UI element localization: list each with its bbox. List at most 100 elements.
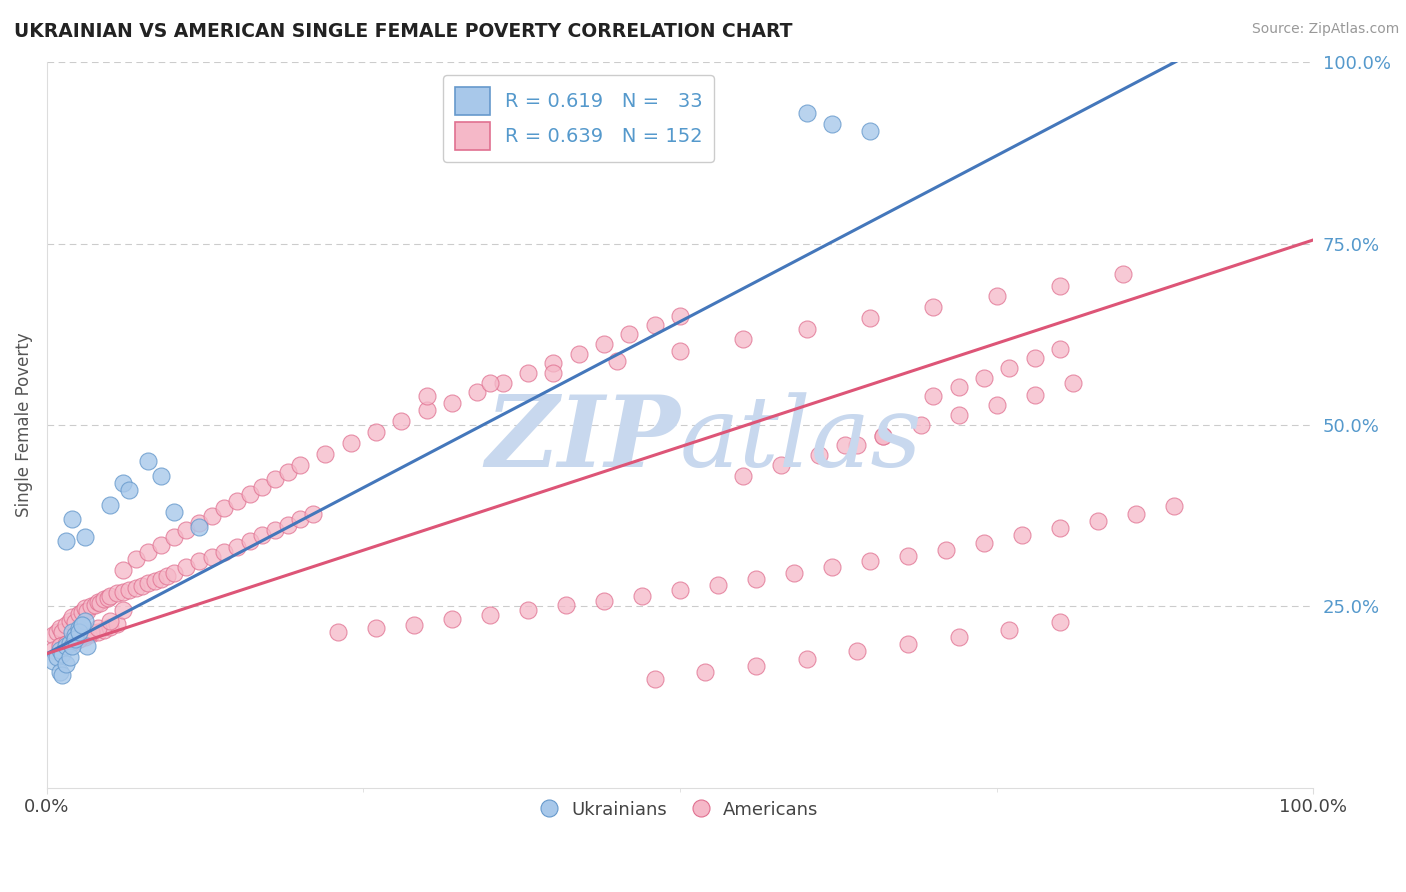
Point xyxy=(796,651,818,665)
Point xyxy=(467,385,489,400)
Point xyxy=(973,535,995,549)
Point xyxy=(783,566,806,580)
Point xyxy=(55,637,77,651)
Point xyxy=(301,507,323,521)
Point xyxy=(1062,376,1084,390)
Point xyxy=(55,534,77,549)
Point xyxy=(606,354,628,368)
Text: ZIP: ZIP xyxy=(485,392,681,488)
Point xyxy=(48,621,70,635)
Point xyxy=(328,624,350,639)
Point xyxy=(136,545,159,559)
Point xyxy=(1024,351,1046,366)
Point xyxy=(568,347,591,361)
Point xyxy=(225,494,247,508)
Point xyxy=(76,640,98,654)
Point xyxy=(200,508,222,523)
Point xyxy=(770,458,793,472)
Point xyxy=(948,408,970,422)
Point xyxy=(63,632,86,646)
Point xyxy=(619,327,641,342)
Point xyxy=(948,380,970,394)
Point xyxy=(1125,507,1147,521)
Point xyxy=(1049,521,1071,535)
Point xyxy=(187,516,209,530)
Point xyxy=(42,628,65,642)
Point xyxy=(67,632,90,646)
Point xyxy=(98,620,121,634)
Point xyxy=(517,603,540,617)
Point xyxy=(276,518,298,533)
Point xyxy=(174,523,197,537)
Point xyxy=(416,403,439,417)
Point xyxy=(174,559,197,574)
Point xyxy=(441,396,464,410)
Point xyxy=(51,668,73,682)
Point xyxy=(1011,528,1033,542)
Point xyxy=(834,438,856,452)
Point xyxy=(73,600,96,615)
Point xyxy=(98,589,121,603)
Point xyxy=(73,531,96,545)
Point xyxy=(922,301,945,315)
Point xyxy=(89,596,111,610)
Point xyxy=(124,552,146,566)
Point xyxy=(48,643,70,657)
Point xyxy=(733,468,755,483)
Point xyxy=(859,310,882,325)
Point xyxy=(67,632,90,646)
Point xyxy=(897,637,920,651)
Point xyxy=(136,454,159,468)
Point xyxy=(1163,500,1185,514)
Point xyxy=(821,117,844,131)
Point xyxy=(707,577,730,591)
Point xyxy=(84,598,107,612)
Point xyxy=(225,540,247,554)
Point xyxy=(162,505,184,519)
Point xyxy=(51,624,73,639)
Point xyxy=(998,361,1021,376)
Point xyxy=(72,605,94,619)
Point xyxy=(55,657,77,672)
Point xyxy=(149,468,172,483)
Point xyxy=(973,371,995,385)
Point xyxy=(250,480,273,494)
Point xyxy=(46,624,69,639)
Point xyxy=(212,545,235,559)
Point xyxy=(250,528,273,542)
Point xyxy=(745,572,768,586)
Point xyxy=(149,538,172,552)
Point xyxy=(111,563,134,577)
Point xyxy=(263,523,285,537)
Point xyxy=(796,106,818,120)
Point xyxy=(1087,514,1109,528)
Point xyxy=(111,476,134,491)
Point xyxy=(492,376,515,390)
Point xyxy=(72,617,94,632)
Point xyxy=(187,519,209,533)
Point xyxy=(859,554,882,568)
Point xyxy=(859,124,882,138)
Point xyxy=(846,438,869,452)
Point xyxy=(631,589,654,603)
Point xyxy=(555,598,578,612)
Point xyxy=(80,624,103,639)
Point xyxy=(111,585,134,599)
Point xyxy=(998,623,1021,637)
Point xyxy=(111,603,134,617)
Point xyxy=(48,640,70,654)
Point xyxy=(143,574,166,588)
Point xyxy=(391,414,413,428)
Legend: Ukrainians, Americans: Ukrainians, Americans xyxy=(534,792,825,826)
Point xyxy=(276,465,298,479)
Point xyxy=(1049,278,1071,293)
Point xyxy=(745,659,768,673)
Point xyxy=(51,647,73,661)
Point xyxy=(366,425,388,440)
Point xyxy=(1024,387,1046,401)
Point xyxy=(200,550,222,565)
Point xyxy=(733,332,755,346)
Point xyxy=(60,636,83,650)
Point xyxy=(910,417,932,432)
Point xyxy=(1049,615,1071,630)
